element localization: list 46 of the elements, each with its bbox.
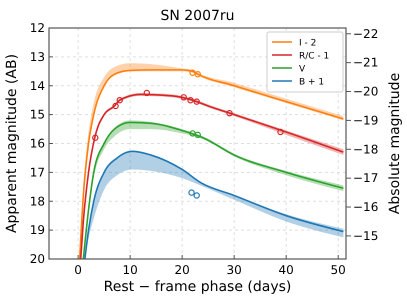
y-tick-label: 17 (30, 165, 45, 180)
x-tick-label: 50 (330, 263, 346, 277)
y2-tick-label: −17 (353, 171, 378, 186)
y-tick-label: 13 (30, 50, 45, 64)
point (189, 70, 196, 76)
point (194, 132, 201, 138)
y-tick-label: 20 (30, 252, 45, 266)
point (226, 110, 233, 116)
point (194, 192, 200, 199)
legend-label: R/C - 1 (299, 52, 330, 62)
point (277, 128, 284, 136)
y2-tick-label: −20 (353, 84, 378, 99)
point (144, 90, 150, 96)
y2-tick-label: −22 (353, 26, 378, 41)
x-tick-label: 20 (174, 263, 190, 277)
legend-label: V (299, 64, 306, 74)
x-tick-label: 40 (278, 263, 294, 277)
point (194, 98, 200, 105)
x-tick-label: 10 (122, 263, 138, 277)
y2-tick-label: −21 (353, 56, 378, 70)
y-axis-title: Apparent magnitude (AB) (4, 54, 20, 234)
point (116, 96, 123, 104)
y-tick-label: 18 (30, 194, 45, 208)
y-tick-label: 14 (30, 78, 45, 93)
legend-label: I - 2 (299, 38, 316, 48)
point (187, 96, 194, 104)
y2-tick-label: −19 (353, 113, 378, 128)
x-tick-label: 30 (226, 263, 242, 277)
point (189, 130, 196, 137)
point (194, 71, 201, 78)
point (188, 189, 195, 196)
x-axis-title: Rest − frame phase (days) (104, 279, 292, 295)
legend-label: B + 1 (299, 78, 324, 88)
y-tick-label: 16 (30, 136, 45, 150)
y-tick-label: 19 (30, 223, 45, 238)
point (180, 94, 187, 100)
y-tick-label: 12 (30, 21, 45, 35)
y2-tick-label: −16 (353, 200, 378, 214)
y2-tick-label: −18 (353, 142, 378, 156)
y2-tick-label: −15 (353, 228, 378, 243)
x-tick-label: 0 (74, 263, 82, 277)
point (92, 134, 98, 141)
chart-title: SN 2007ru (160, 8, 235, 24)
y2-axis-title: Absolute magnitude (387, 72, 403, 214)
point (112, 102, 119, 110)
y-tick-label: 15 (30, 108, 45, 122)
